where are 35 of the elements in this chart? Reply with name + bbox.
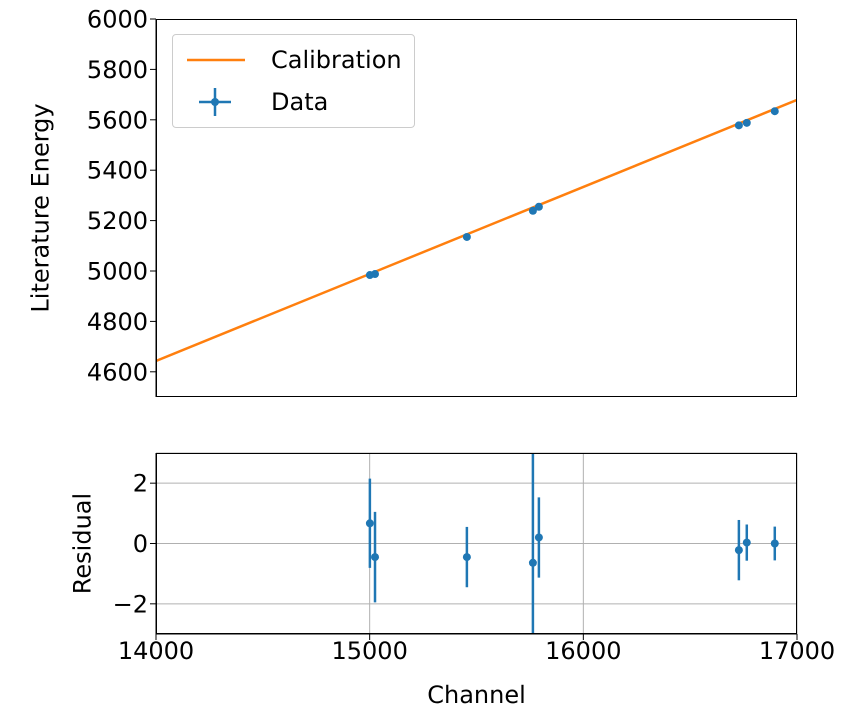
y-axis-title: Residual [68,492,97,594]
x-tick-label: 15000 [331,637,408,666]
y-tick-label: 6000 [86,6,148,34]
point [528,558,537,567]
x-tick-label: 17000 [758,637,836,666]
legend-label: Calibration [271,46,402,74]
y-tick-label: 2 [132,470,148,498]
point [770,107,779,116]
point [534,202,543,211]
y-tick-label: −2 [112,590,148,618]
x-tick-label: 14000 [118,637,194,666]
y-tick-label: 0 [132,530,148,558]
point [528,206,537,215]
y-axis-title: Literature Energy [26,103,55,313]
point [770,540,779,548]
legend-label: Data [271,88,328,116]
y-tick-label: 5400 [86,156,148,185]
point [734,121,743,130]
y-tick-label: 4800 [86,308,148,336]
point [742,538,751,547]
y-tick-label: 5200 [86,207,148,236]
x-tick-label: 16000 [545,637,622,666]
x-axis-title: Channel [427,681,526,709]
point [742,118,751,127]
point [534,533,543,542]
point [371,553,380,562]
y-tick-label: 5600 [86,106,148,134]
y-tick-label: 5800 [86,56,148,84]
point [734,546,743,554]
point [462,553,471,562]
point [366,519,374,528]
y-tick-label: 4600 [86,358,148,386]
point [371,270,380,278]
y-tick-label: 5000 [86,258,148,286]
point [462,232,471,241]
